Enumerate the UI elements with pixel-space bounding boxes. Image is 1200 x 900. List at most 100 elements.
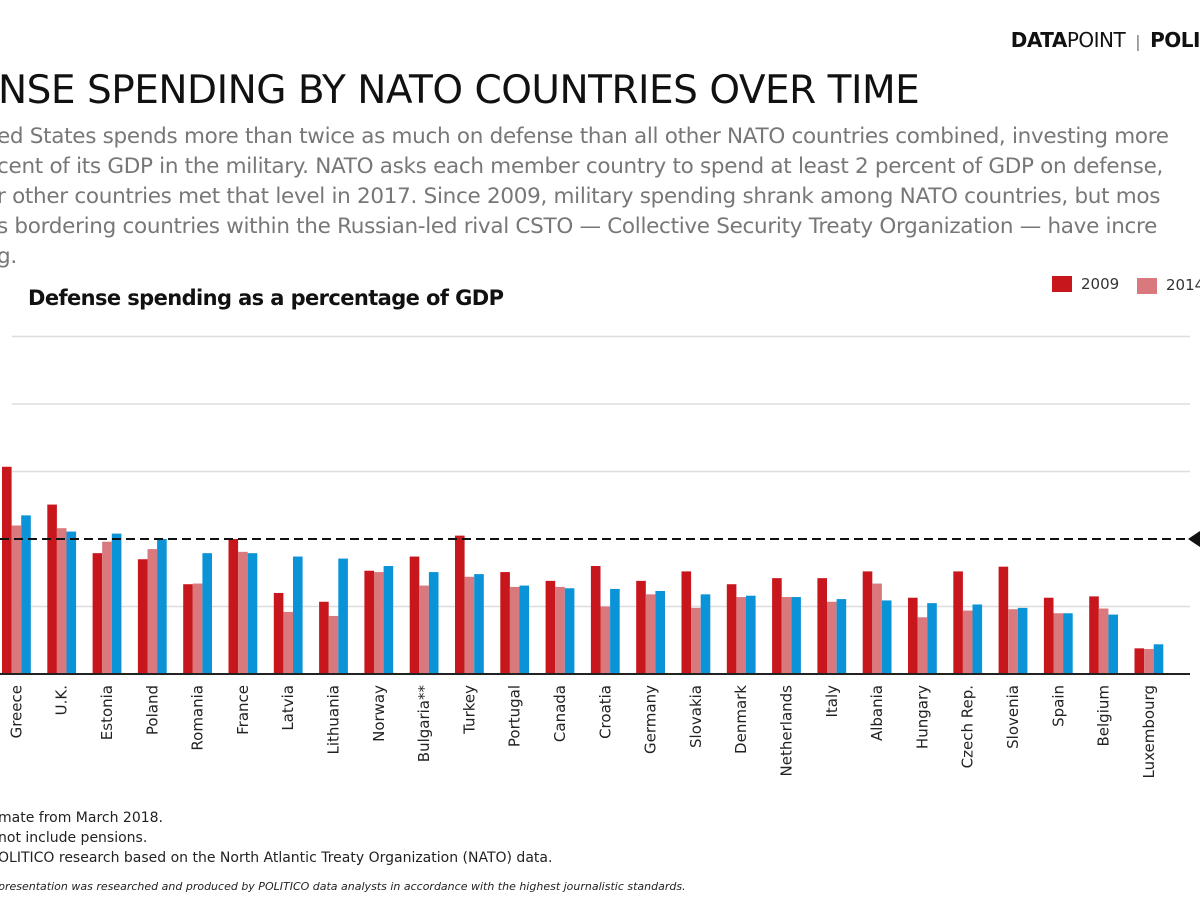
bar-2009-greece: [2, 466, 12, 674]
x-tick-label: Turkey: [460, 685, 478, 735]
target-pointer-icon: [1188, 531, 1200, 547]
bar-2009-turkey: [455, 535, 465, 674]
bar-2009-slovakia: [681, 571, 692, 674]
bar-series-3-u-k-: [66, 531, 77, 674]
brand-publisher: POLI: [1150, 28, 1200, 52]
bar-2009-albania: [862, 571, 873, 674]
bar-2014-estonia: [102, 541, 112, 674]
bar-series-3-hungary: [927, 603, 937, 674]
bar-2014-france: [238, 551, 248, 674]
bar-series-3-latvia: [293, 556, 303, 674]
bar-series-3-romania: [202, 553, 212, 674]
bar-2014-greece: [11, 525, 22, 674]
x-tick-label: Albania: [868, 685, 886, 741]
bar-2009-luxembourg: [1134, 648, 1145, 674]
bar-2009-bulgaria-: [409, 556, 420, 674]
bar-2014-czech-rep-: [962, 610, 973, 674]
x-tick-label: Poland: [143, 685, 161, 735]
bar-series-3-turkey: [474, 574, 484, 674]
bar-2014-belgium: [1098, 608, 1109, 674]
bar-2014-canada: [555, 586, 565, 674]
bar-2009-u-k-: [47, 504, 57, 674]
x-tick-label: Netherlands: [778, 685, 796, 777]
page-title: NSE SPENDING BY NATO COUNTRIES OVER TIME: [0, 68, 920, 113]
bar-2009-italy: [817, 578, 827, 674]
bar-2009-slovenia: [998, 566, 1009, 674]
brand-header: DATAPOINT | POLI: [1011, 28, 1200, 52]
bar-series-3-spain: [1063, 613, 1073, 674]
bar-2014-denmark: [736, 597, 746, 674]
bar-2014-hungary: [917, 617, 928, 674]
bar-2014-lithuania: [328, 615, 339, 674]
bar-2014-u-k-: [56, 528, 67, 674]
x-tick-label: Spain: [1049, 685, 1067, 727]
bar-series-3-poland: [157, 539, 167, 674]
bar-2014-poland: [147, 549, 158, 674]
bar-series-3-slovenia: [1017, 607, 1028, 674]
x-tick-label: Italy: [823, 685, 841, 718]
bar-2009-norway: [364, 570, 374, 674]
bar-2009-portugal: [500, 572, 510, 674]
bar-series-3-albania: [881, 600, 892, 674]
bar-2009-france: [228, 539, 239, 674]
body-text-line: cent of its GDP in the military. NATO as…: [0, 154, 1164, 179]
bar-2009-belgium: [1089, 596, 1099, 674]
source-note: OLITICO research based on the North Atla…: [0, 850, 553, 866]
bar-2009-denmark: [726, 584, 737, 674]
bar-2009-hungary: [908, 597, 918, 674]
brand-datapoint-light: POINT: [1066, 28, 1126, 52]
x-tick-label: Romania: [189, 685, 207, 751]
bar-2009-estonia: [92, 553, 103, 674]
bar-2014-slovenia: [1008, 609, 1018, 674]
bar-2009-croatia: [590, 566, 601, 674]
x-tick-label: Denmark: [732, 685, 750, 754]
bar-series-3-greece: [21, 515, 31, 674]
bar-2014-italy: [827, 601, 837, 674]
bar-2009-latvia: [273, 593, 284, 674]
body-text-line: r other countries met that level in 2017…: [0, 184, 1161, 209]
x-tick-label: France: [234, 685, 252, 735]
bar-2009-lithuania: [319, 601, 329, 674]
bar-2014-latvia: [283, 611, 293, 674]
x-tick-label: Luxembourg: [1140, 685, 1158, 779]
bar-series-3-lithuania: [338, 558, 348, 674]
legend-swatch-2009: [1052, 276, 1072, 292]
bar-series-3-slovakia: [700, 594, 711, 674]
footnote: mate from March 2018.: [0, 810, 164, 826]
x-tick-label: Norway: [370, 685, 388, 742]
x-tick-label: Belgium: [1095, 685, 1113, 747]
body-text-line: s bordering countries within the Russian…: [0, 214, 1158, 239]
bar-series-3-denmark: [746, 595, 756, 674]
bar-series-3-czech-rep-: [972, 604, 983, 674]
bar-series-3-italy: [836, 599, 847, 674]
bar-2014-luxembourg: [1144, 649, 1154, 674]
bar-2009-canada: [545, 580, 556, 674]
bar-2014-germany: [645, 594, 656, 674]
x-tick-label: Slovakia: [687, 685, 705, 748]
x-tick-label: Hungary: [913, 685, 931, 749]
bar-2014-netherlands: [781, 597, 792, 674]
bar-2014-portugal: [509, 586, 520, 674]
bar-2009-germany: [636, 580, 646, 674]
bar-2009-poland: [137, 559, 148, 674]
x-tick-label: U.K.: [53, 685, 71, 715]
bar-2014-romania: [192, 583, 203, 674]
bar-2014-spain: [1053, 613, 1064, 674]
bar-series-3-france: [247, 553, 258, 674]
bar-series-3-estonia: [111, 533, 122, 674]
bar-series-3-netherlands: [791, 597, 801, 674]
bar-series-3-norway: [383, 566, 394, 674]
legend-swatch-2014: [1137, 278, 1157, 294]
x-tick-label: Portugal: [506, 685, 524, 747]
x-tick-label: Canada: [551, 685, 569, 742]
brand-separator: |: [1135, 32, 1141, 51]
x-tick-label: Germany: [642, 685, 660, 754]
bar-series-3-croatia: [610, 588, 620, 674]
x-tick-label: Slovenia: [1004, 685, 1022, 749]
bar-2014-bulgaria-: [419, 585, 429, 674]
bar-2009-netherlands: [772, 578, 782, 674]
brand-datapoint-bold: DATA: [1010, 28, 1068, 52]
x-tick-label: Greece: [7, 685, 25, 738]
bar-series-3-bulgaria-: [428, 572, 439, 674]
bar-2014-slovakia: [691, 607, 701, 674]
